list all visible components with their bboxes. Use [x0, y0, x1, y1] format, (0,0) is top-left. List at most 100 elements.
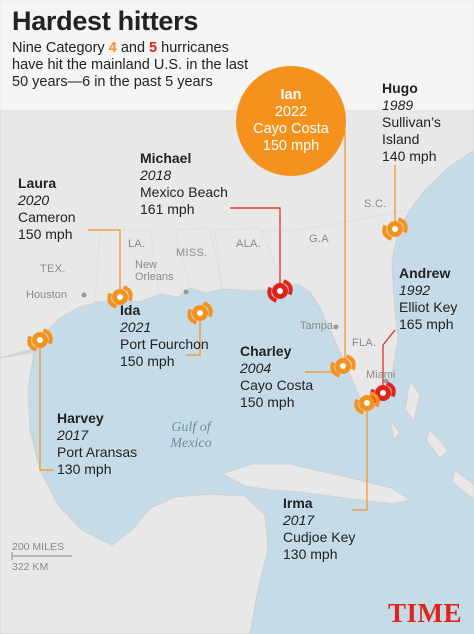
- city-dot: [383, 378, 389, 384]
- icon-swirl: [354, 391, 380, 415]
- cuba: [220, 463, 412, 505]
- subtitle-part: 5: [149, 40, 158, 56]
- hurricane-year: 2018: [140, 167, 172, 183]
- icon-eye: [117, 294, 123, 300]
- hurricane-icon: [267, 279, 293, 303]
- hurricane-wind: 140 mph: [382, 148, 437, 164]
- hurricane-wind: 165 mph: [399, 316, 454, 332]
- icon-swirl: [107, 285, 133, 309]
- hurricane-label: Michael 2018 Mexico Beach 161 mph: [140, 150, 250, 218]
- state-label: TEX.: [40, 263, 66, 275]
- state-label: MISS.: [176, 247, 208, 259]
- hurricane-name: Laura: [18, 175, 57, 191]
- leader-line: [39, 340, 54, 471]
- hurricane-label: Charley 2004 Cayo Costa 150 mph: [240, 343, 350, 411]
- hurricane-year: 1989: [382, 97, 414, 113]
- hurricane-location: Cayo Costa: [240, 377, 314, 393]
- hurricane-wind: 150 mph: [18, 226, 73, 242]
- hurricane-location: Port Aransas: [57, 444, 138, 460]
- city-dot: [333, 324, 339, 330]
- city-label: Houston: [26, 289, 67, 301]
- hurricane-label: Ida 2021 Port Fourchon 150 mph: [120, 302, 230, 370]
- hurricane-name: Harvey: [57, 410, 104, 426]
- hurricane-label: Laura 2020 Cameron 150 mph: [18, 175, 98, 243]
- hurricane-icon: [107, 285, 133, 309]
- hurricane-year: 2017: [57, 427, 89, 443]
- hurricane-icon: [187, 301, 213, 325]
- icon-swirl: [27, 328, 53, 352]
- hurricane-year: 1992: [399, 282, 431, 298]
- featured-year: 2022: [274, 104, 308, 120]
- hurricane-label: Harvey 2017 Port Aransas 130 mph: [57, 410, 167, 478]
- hurricane-wind: 150 mph: [240, 394, 295, 410]
- bahamas: [389, 378, 474, 501]
- subtitle-part: and: [116, 40, 150, 56]
- featured-name: Ian: [280, 87, 302, 103]
- hurricane-name: Charley: [240, 343, 292, 359]
- icon-swirl: [267, 279, 293, 303]
- hurricane-location: Cameron: [18, 209, 76, 225]
- hurricane-icon: [370, 381, 396, 405]
- hurricane-icons: [27, 217, 408, 415]
- mexico-land: [0, 351, 269, 634]
- icon-eye: [37, 337, 43, 343]
- state-label: FLA.: [352, 337, 377, 349]
- hurricane-name: Andrew: [399, 265, 451, 281]
- featured-wind: 150 mph: [262, 138, 320, 154]
- hurricane-year: 2020: [18, 192, 50, 208]
- leader-line: [88, 229, 121, 297]
- hurricane-name: Irma: [283, 495, 313, 511]
- water-label: Gulf of Mexico: [170, 420, 212, 451]
- state-label: G.A: [309, 233, 329, 245]
- hurricane-wind: 161 mph: [140, 201, 195, 217]
- hurricane-wind: 150 mph: [120, 353, 175, 369]
- subtitle-part: Nine Category: [12, 40, 109, 56]
- hurricane-icon: [27, 328, 53, 352]
- leader-line: [230, 207, 281, 291]
- city-dot: [183, 289, 189, 295]
- city-label: Tampa: [300, 320, 334, 332]
- hurricane-wind: 130 mph: [57, 461, 112, 477]
- hurricane-location: Elliot Key: [399, 299, 458, 315]
- state-label: S.C.: [364, 198, 387, 210]
- hurricane-icon: [382, 217, 408, 241]
- scale-km: 322 KM: [12, 561, 49, 573]
- featured-hurricane: Ian 2022 Cayo Costa 150 mph: [236, 66, 346, 176]
- icon-swirl: [187, 301, 213, 325]
- hurricane-year: 2017: [283, 512, 315, 528]
- title: Hardest hitters: [12, 6, 199, 36]
- leader-line: [352, 403, 368, 511]
- icon-eye: [340, 363, 346, 369]
- hurricane-location: Mexico Beach: [140, 184, 228, 200]
- leader-line: [186, 313, 201, 356]
- featured-location: Cayo Costa: [253, 121, 329, 137]
- icon-eye: [277, 288, 283, 294]
- hurricane-location: Sullivan’s Island: [382, 114, 441, 147]
- hurricane-name: Hugo: [382, 80, 418, 96]
- hurricane-year: 2004: [240, 360, 272, 376]
- icon-eye: [364, 400, 370, 406]
- hurricane-location: Port Fourchon: [120, 336, 209, 352]
- logo: TIME: [387, 598, 462, 628]
- hurricane-name: Michael: [140, 150, 192, 166]
- hurricane-icon: [354, 391, 380, 415]
- city-label: New Orleans: [135, 259, 174, 283]
- hurricane-label: Hugo 1989 Sullivan’s Island 140 mph: [382, 80, 462, 165]
- leader-line: [382, 329, 396, 393]
- icon-eye: [392, 226, 398, 232]
- hurricane-location: Cudjoe Key: [283, 529, 356, 545]
- subtitle-part: 4: [108, 40, 117, 56]
- hurricane-label: Irma 2017 Cudjoe Key 130 mph: [283, 495, 393, 563]
- hurricane-label: Andrew 1992 Elliot Key 165 mph: [399, 265, 474, 333]
- hurricane-year: 2021: [120, 319, 152, 335]
- city-label: Miami: [366, 369, 396, 381]
- hurricane-icon: [330, 354, 356, 378]
- city-dot: [81, 292, 87, 298]
- icon-eye: [380, 390, 386, 396]
- icon-eye: [197, 310, 203, 316]
- header-backdrop: [0, 0, 474, 110]
- subtitle: Nine Category 4 and 5 hurricanes have hi…: [12, 40, 252, 91]
- scale-miles: 200 MILES: [12, 541, 64, 553]
- state-label: ALA.: [236, 238, 262, 250]
